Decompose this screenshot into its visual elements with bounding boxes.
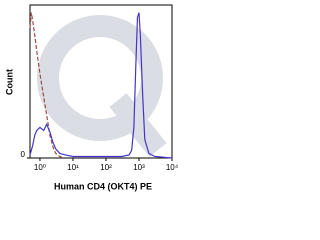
plot-frame xyxy=(29,4,173,159)
histogram-line xyxy=(29,12,64,159)
y-tick-label: 0 xyxy=(21,150,26,159)
x-tick-label: 10³ xyxy=(133,163,145,172)
chart: Human CD4 (OKT4) PE Count 10⁰ 10¹ 10² 10³ 10… xyxy=(4,4,179,191)
x-axis-title: Human CD4 (OKT4) PE xyxy=(54,181,152,191)
x-tick-label: 10⁴ xyxy=(166,163,179,172)
y-axis-title: Count xyxy=(4,69,14,95)
histogram-line xyxy=(29,12,173,159)
x-tick-label: 10¹ xyxy=(67,163,79,172)
watermark xyxy=(37,15,167,157)
page: {"chart_data": {"type": "line", "x_label… xyxy=(4,4,179,192)
x-tick-label: 10² xyxy=(100,163,112,172)
x-tick-label: 10⁰ xyxy=(34,163,46,172)
